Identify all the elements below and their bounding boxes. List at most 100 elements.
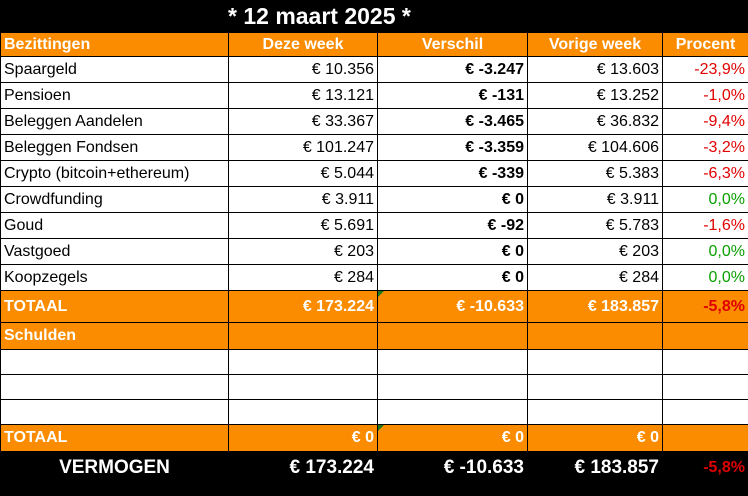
empty-cell[interactable]: [228, 349, 378, 375]
table-row: Goud € 5.691 € -92 € 5.783 -1,6%: [0, 212, 748, 239]
net-worth-previous[interactable]: € 183.857: [527, 451, 663, 484]
percent-cell[interactable]: 0,0%: [662, 186, 748, 213]
header-difference[interactable]: Verschil: [377, 32, 528, 57]
previous-value-cell[interactable]: € 284: [527, 264, 663, 291]
percent-cell[interactable]: -23,9%: [662, 56, 748, 83]
previous-value-cell[interactable]: € 5.383: [527, 160, 663, 187]
asset-name-cell[interactable]: Beleggen Fondsen: [0, 134, 229, 161]
debts-header-cell[interactable]: [527, 322, 663, 350]
empty-cell[interactable]: [0, 399, 229, 425]
header-percent[interactable]: Procent: [662, 32, 748, 57]
percent-cell[interactable]: 0,0%: [662, 238, 748, 265]
asset-name-cell[interactable]: Goud: [0, 212, 229, 239]
empty-cell[interactable]: [0, 374, 229, 400]
debts-total-current[interactable]: € 0: [228, 424, 378, 452]
debts-total-label[interactable]: TOTAAL: [0, 424, 229, 452]
table-row: Vastgoed € 203 € 0 € 203 0,0%: [0, 238, 748, 265]
net-worth-percent[interactable]: -5,8%: [662, 451, 748, 484]
header-assets[interactable]: Bezittingen: [0, 32, 229, 57]
difference-cell[interactable]: € -3.247: [377, 56, 528, 83]
asset-name-cell[interactable]: Crypto (bitcoin+ethereum): [0, 160, 229, 187]
asset-name-cell[interactable]: Beleggen Aandelen: [0, 108, 229, 135]
current-value-cell[interactable]: € 33.367: [228, 108, 378, 135]
assets-total-current[interactable]: € 173.224: [228, 290, 378, 323]
net-worth-row: VERMOGEN € 173.224 € -10.633 € 183.857 -5,8%: [0, 451, 748, 484]
current-value-cell[interactable]: € 203: [228, 238, 378, 265]
current-value-cell[interactable]: € 284: [228, 264, 378, 291]
sheet-title-bar: * 12 maart 2025 *: [0, 0, 748, 32]
debts-header-row: Schulden: [0, 322, 748, 350]
header-this-week[interactable]: Deze week: [228, 32, 378, 57]
table-row: Crypto (bitcoin+ethereum) € 5.044 € -339 € …: [0, 160, 748, 187]
previous-value-cell[interactable]: € 13.252: [527, 82, 663, 109]
table-row: Spaargeld € 10.356 € -3.247 € 13.603 -23,9%: [0, 56, 748, 83]
empty-cell[interactable]: [377, 374, 528, 400]
current-value-cell[interactable]: € 3.911: [228, 186, 378, 213]
assets-total-diff[interactable]: € -10.633: [377, 290, 528, 323]
percent-cell[interactable]: -6,3%: [662, 160, 748, 187]
difference-cell[interactable]: € -3.359: [377, 134, 528, 161]
previous-value-cell[interactable]: € 13.603: [527, 56, 663, 83]
empty-cell[interactable]: [527, 349, 663, 375]
difference-cell[interactable]: € -131: [377, 82, 528, 109]
assets-total-percent[interactable]: -5,8%: [662, 290, 748, 323]
percent-cell[interactable]: -1,6%: [662, 212, 748, 239]
debts-header-cell[interactable]: [377, 322, 528, 350]
previous-value-cell[interactable]: € 203: [527, 238, 663, 265]
empty-cell[interactable]: [662, 374, 748, 400]
table-row: Crowdfunding € 3.911 € 0 € 3.911 0,0%: [0, 186, 748, 213]
debts-label[interactable]: Schulden: [0, 322, 229, 350]
table-row: Pensioen € 13.121 € -131 € 13.252 -1,0%: [0, 82, 748, 109]
assets-total-label[interactable]: TOTAAL: [0, 290, 229, 323]
previous-value-cell[interactable]: € 36.832: [527, 108, 663, 135]
difference-cell[interactable]: € 0: [377, 238, 528, 265]
debt-row-empty: [0, 374, 748, 400]
difference-cell[interactable]: € -92: [377, 212, 528, 239]
empty-cell[interactable]: [527, 399, 663, 425]
difference-cell[interactable]: € -339: [377, 160, 528, 187]
debts-header-cell[interactable]: [662, 322, 748, 350]
current-value-cell[interactable]: € 13.121: [228, 82, 378, 109]
difference-cell[interactable]: € 0: [377, 264, 528, 291]
asset-table: Bezittingen Deze week Verschil Vorige we…: [0, 32, 748, 484]
debts-header-cell[interactable]: [228, 322, 378, 350]
difference-cell[interactable]: € -3.465: [377, 108, 528, 135]
empty-cell[interactable]: [527, 374, 663, 400]
current-value-cell[interactable]: € 5.044: [228, 160, 378, 187]
current-value-cell[interactable]: € 101.247: [228, 134, 378, 161]
previous-value-cell[interactable]: € 3.911: [527, 186, 663, 213]
assets-total-previous[interactable]: € 183.857: [527, 290, 663, 323]
table-row: Beleggen Aandelen € 33.367 € -3.465 € 36.83…: [0, 108, 748, 135]
empty-cell[interactable]: [0, 349, 229, 375]
current-value-cell[interactable]: € 10.356: [228, 56, 378, 83]
previous-value-cell[interactable]: € 5.783: [527, 212, 663, 239]
empty-cell[interactable]: [377, 399, 528, 425]
net-worth-diff[interactable]: € -10.633: [377, 451, 528, 484]
difference-cell[interactable]: € 0: [377, 186, 528, 213]
debts-total-percent[interactable]: [662, 424, 748, 452]
table-row: Beleggen Fondsen € 101.247 € -3.359 € 104.6…: [0, 134, 748, 161]
table-row: Koopzegels € 284 € 0 € 284 0,0%: [0, 264, 748, 291]
empty-cell[interactable]: [228, 399, 378, 425]
percent-cell[interactable]: -9,4%: [662, 108, 748, 135]
current-value-cell[interactable]: € 5.691: [228, 212, 378, 239]
header-last-week[interactable]: Vorige week: [527, 32, 663, 57]
empty-cell[interactable]: [662, 399, 748, 425]
asset-name-cell[interactable]: Koopzegels: [0, 264, 229, 291]
asset-name-cell[interactable]: Crowdfunding: [0, 186, 229, 213]
net-worth-label[interactable]: VERMOGEN: [0, 451, 229, 484]
empty-cell[interactable]: [228, 374, 378, 400]
net-worth-current[interactable]: € 173.224: [228, 451, 378, 484]
debts-total-diff[interactable]: € 0: [377, 424, 528, 452]
asset-name-cell[interactable]: Pensioen: [0, 82, 229, 109]
asset-name-cell[interactable]: Vastgoed: [0, 238, 229, 265]
empty-cell[interactable]: [662, 349, 748, 375]
empty-cell[interactable]: [377, 349, 528, 375]
percent-cell[interactable]: -1,0%: [662, 82, 748, 109]
percent-cell[interactable]: -3,2%: [662, 134, 748, 161]
percent-cell[interactable]: 0,0%: [662, 264, 748, 291]
previous-value-cell[interactable]: € 104.606: [527, 134, 663, 161]
asset-name-cell[interactable]: Spaargeld: [0, 56, 229, 83]
debts-total-previous[interactable]: € 0: [527, 424, 663, 452]
